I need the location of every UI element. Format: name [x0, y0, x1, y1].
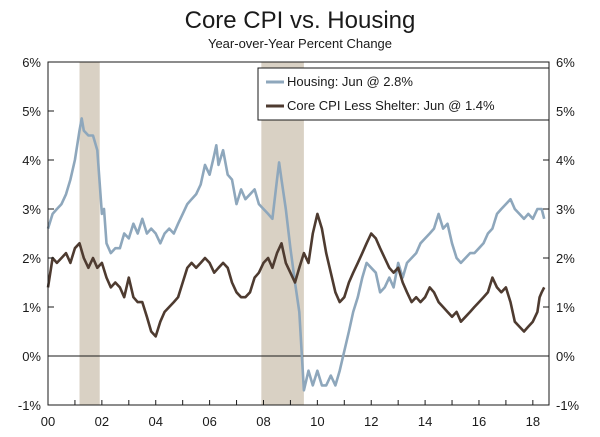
y-tick-label-left: 4%	[22, 153, 41, 168]
y-tick-label-right: 4%	[556, 153, 575, 168]
chart-subtitle: Year-over-Year Percent Change	[208, 36, 392, 51]
y-tick-label-right: -1%	[556, 398, 580, 413]
x-axis: 00 02 04 06 08 10 12 14 16 18	[41, 400, 540, 429]
x-tick-label: 08	[256, 414, 270, 429]
legend: Housing: Jun @ 2.8% Core CPI Less Shelte…	[257, 67, 550, 121]
x-tick-label: 10	[310, 414, 324, 429]
series-line-core	[46, 212, 546, 338]
y-tick-label-right: 2%	[556, 251, 575, 266]
x-tick-label: 06	[202, 414, 216, 429]
y-axis-left: -1% 0% 1% 2% 3% 4% 5% 6%	[18, 55, 54, 413]
series-lines	[46, 117, 546, 392]
y-tick-label-left: -1%	[18, 398, 42, 413]
x-tick-label: 04	[149, 414, 163, 429]
chart-title: Core CPI vs. Housing	[185, 7, 416, 34]
y-tick-label-left: 0%	[22, 349, 41, 364]
y-tick-label-right: 6%	[556, 55, 575, 70]
y-tick-label-right: 0%	[556, 349, 575, 364]
x-tick-label: 18	[526, 414, 540, 429]
series-line-housing	[46, 117, 546, 392]
y-tick-label-right: 5%	[556, 104, 575, 119]
y-tick-label-left: 5%	[22, 104, 41, 119]
y-tick-label-left: 2%	[22, 251, 41, 266]
y-tick-label-left: 3%	[22, 202, 41, 217]
x-tick-label: 14	[418, 414, 432, 429]
x-tick-label: 02	[95, 414, 109, 429]
y-tick-label-left: 1%	[22, 300, 41, 315]
x-tick-label: 00	[41, 414, 55, 429]
y-axis-right: -1% 0% 1% 2% 3% 4% 5% 6%	[543, 55, 580, 413]
legend-label-core: Core CPI Less Shelter: Jun @ 1.4%	[287, 98, 495, 113]
x-tick-label: 12	[364, 414, 378, 429]
plot-frame	[47, 61, 550, 406]
recession-band-0	[79, 62, 100, 405]
x-tick-label: 16	[472, 414, 486, 429]
y-tick-label-right: 3%	[556, 202, 575, 217]
legend-box	[257, 67, 550, 121]
y-tick-label-right: 1%	[556, 300, 575, 315]
legend-label-housing: Housing: Jun @ 2.8%	[287, 74, 413, 89]
y-tick-label-left: 6%	[22, 55, 41, 70]
